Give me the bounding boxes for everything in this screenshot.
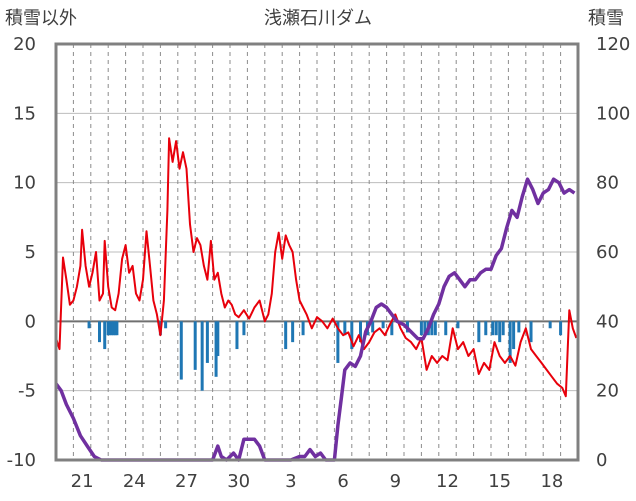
bar xyxy=(103,321,107,350)
bar xyxy=(456,321,460,329)
bar xyxy=(512,321,516,350)
plot-frame xyxy=(54,42,580,462)
bar xyxy=(423,321,427,336)
left-tick-label: 15 xyxy=(13,103,36,124)
bar xyxy=(113,321,117,336)
bar xyxy=(477,321,481,343)
bar xyxy=(548,321,552,329)
bar xyxy=(164,321,168,329)
line-series xyxy=(54,137,578,462)
bar xyxy=(111,321,115,336)
bar xyxy=(87,321,91,329)
bar xyxy=(359,321,362,343)
right-axis: 120 100 80 60 40 20 0 xyxy=(596,34,630,471)
right-axis-title: 積雪 xyxy=(588,8,624,29)
bar xyxy=(200,321,204,391)
left-tick-label: 10 xyxy=(13,173,36,194)
bar xyxy=(108,321,112,336)
bar xyxy=(235,321,239,350)
bar xyxy=(494,321,498,336)
x-tick-label: 21 xyxy=(71,471,94,492)
bar xyxy=(242,321,246,336)
left-axis: 20 15 10 5 0 -5 -10 xyxy=(7,34,36,471)
x-tick-label: 18 xyxy=(540,471,563,492)
bar xyxy=(291,321,295,343)
x-tick-label: 30 xyxy=(227,471,250,492)
bar xyxy=(343,321,347,336)
x-axis: 21 24 27 30 3 6 9 12 15 18 xyxy=(71,471,564,492)
bar xyxy=(508,321,512,363)
bar-series xyxy=(87,321,563,391)
right-tick-label: 20 xyxy=(596,381,619,402)
x-tick-label: 27 xyxy=(175,471,198,492)
right-tick-label: 120 xyxy=(596,34,630,55)
right-tick-label: 100 xyxy=(596,103,630,124)
bar xyxy=(371,321,375,333)
bar xyxy=(214,321,218,377)
x-tick-label: 6 xyxy=(337,471,348,492)
left-tick-label: 20 xyxy=(13,34,36,55)
bar xyxy=(350,321,354,350)
bar xyxy=(419,321,423,336)
x-tick-label: 3 xyxy=(285,471,296,492)
bar xyxy=(491,321,495,336)
line-series-0 xyxy=(55,137,578,398)
bar xyxy=(433,321,437,336)
bar xyxy=(559,321,563,336)
x-tick-label: 9 xyxy=(390,471,401,492)
bar xyxy=(390,321,394,336)
chart-title: 浅瀬石川ダム xyxy=(264,8,372,29)
bar xyxy=(179,321,183,380)
bar xyxy=(498,321,502,343)
right-tick-label: 0 xyxy=(596,450,607,471)
bar xyxy=(430,321,434,336)
bar xyxy=(205,321,209,363)
left-tick-label: 0 xyxy=(25,311,36,332)
bar xyxy=(98,321,101,343)
left-tick-label: -5 xyxy=(18,381,36,402)
bar xyxy=(336,321,340,363)
bar xyxy=(517,321,521,333)
x-tick-label: 12 xyxy=(436,471,459,492)
bar xyxy=(529,321,533,343)
bar xyxy=(381,321,385,329)
left-axis-title: 積雪以外 xyxy=(5,8,77,29)
bar xyxy=(301,321,305,336)
bar xyxy=(106,321,110,336)
left-tick-label: 5 xyxy=(25,242,36,263)
bar xyxy=(115,321,119,336)
right-tick-label: 60 xyxy=(596,242,619,263)
right-tick-label: 40 xyxy=(596,311,619,332)
x-tick-label: 15 xyxy=(488,471,511,492)
bar xyxy=(484,321,488,336)
left-tick-label: -10 xyxy=(7,450,36,471)
bar xyxy=(501,321,505,336)
x-tick-label: 24 xyxy=(123,471,146,492)
bar xyxy=(193,321,197,370)
right-tick-label: 80 xyxy=(596,173,619,194)
bar xyxy=(284,321,288,350)
bar xyxy=(444,321,448,336)
bar xyxy=(216,321,220,356)
bar xyxy=(110,321,114,336)
